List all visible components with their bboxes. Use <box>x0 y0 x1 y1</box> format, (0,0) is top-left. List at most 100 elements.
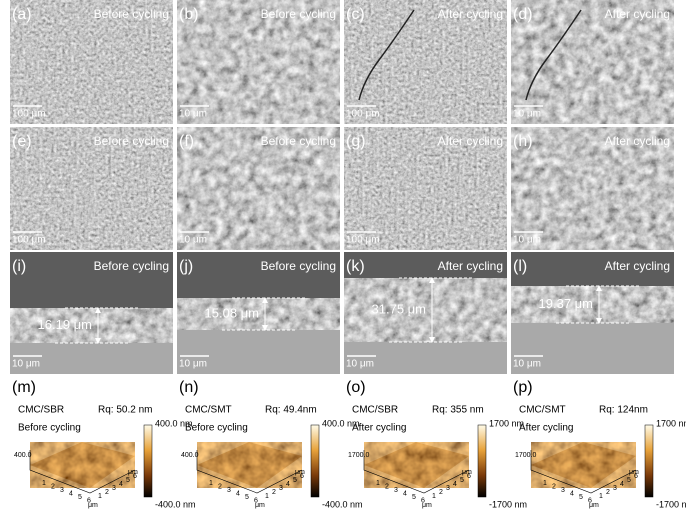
x-tick-label: 6 <box>421 497 425 504</box>
colorbar-max: 400.0 nm <box>322 418 360 428</box>
background-top <box>511 252 674 286</box>
coating-layer <box>511 286 674 323</box>
panel-label: (k) <box>346 258 365 275</box>
y-unit: μm <box>462 469 472 476</box>
colorbar <box>477 424 487 498</box>
condition-label: Before cycling <box>261 134 336 148</box>
condition-label: After cycling <box>605 259 670 273</box>
x-tick-label: 5 <box>412 494 416 501</box>
panel-label: (h) <box>513 133 533 150</box>
y-tick-label: 4 <box>286 481 290 488</box>
sem-texture <box>177 0 340 124</box>
sem-texture <box>511 127 674 250</box>
panel-label: (c) <box>346 6 365 23</box>
y-unit: μm <box>629 469 639 476</box>
x-tick-label: 1 <box>376 480 380 487</box>
coating-layer <box>177 298 340 330</box>
x-tick-label: 4 <box>69 490 73 497</box>
condition-label: After cycling <box>438 134 503 148</box>
x-tick-label: 4 <box>570 490 574 497</box>
colorbar-min: -400.0 nm <box>155 499 196 509</box>
x-tick-label: 4 <box>403 490 407 497</box>
condition-label: After cycling <box>605 7 670 21</box>
scale-label: 10 μm <box>513 359 541 370</box>
y-tick-label: 6 <box>300 473 304 480</box>
crack <box>358 9 415 101</box>
x-tick-label: 6 <box>87 497 91 504</box>
colorbar-min: -1700 nm <box>656 499 686 509</box>
panel-label: (n) <box>179 379 199 396</box>
y-tick-label: 1 <box>432 493 436 500</box>
scale-label: 100 μm <box>12 235 46 246</box>
y-tick-label: 2 <box>439 489 443 496</box>
panel-label: (b) <box>179 6 199 23</box>
y-tick-label: 5 <box>460 477 464 484</box>
binder-label: CMC/SBR <box>18 405 64 416</box>
sem-panel: (e) Before cycling 100 μm <box>10 127 173 250</box>
scale-label: 10 μm <box>12 359 40 370</box>
panel-label: (a) <box>12 6 32 23</box>
coating-layer <box>10 308 173 343</box>
sem-texture <box>511 0 674 124</box>
rq-label: Rq: 50.2 nm <box>98 405 152 416</box>
scale-label: 100 μm <box>346 109 380 120</box>
x-unit: μm <box>422 502 432 509</box>
background-top <box>344 252 507 278</box>
colorbar-min: -400.0 nm <box>322 499 363 509</box>
condition-label: After cycling <box>352 423 406 434</box>
crack <box>525 9 582 101</box>
binder-label: CMC/SMT <box>185 405 232 416</box>
afm-panel: (n) CMC/SMT Rq: 49.4nm Before cycling 400.0 1… <box>179 379 363 509</box>
scale-label: 10 μm <box>179 235 207 246</box>
y-tick-label: 6 <box>467 473 471 480</box>
x-tick-label: 1 <box>42 480 46 487</box>
colorbar-max: 1700 nm <box>656 418 686 428</box>
condition-label: Before cycling <box>185 423 248 434</box>
binder-label: CMC/SMT <box>519 405 566 416</box>
z-label: 400.0 <box>181 452 199 459</box>
y-unit: μm <box>128 469 138 476</box>
y-tick-label: 2 <box>105 489 109 496</box>
colorbar <box>644 424 654 498</box>
y-tick-label: 4 <box>620 481 624 488</box>
z-label: 1700.0 <box>515 452 537 459</box>
afm-surface <box>531 442 636 488</box>
x-tick-label: 4 <box>236 490 240 497</box>
z-label: 400.0 <box>14 452 32 459</box>
condition-label: After cycling <box>438 7 503 21</box>
x-tick-label: 5 <box>78 494 82 501</box>
sem-panel: (c) After cycling 100 μm <box>344 0 507 124</box>
scale-label: 100 μm <box>12 109 46 120</box>
x-unit: μm <box>88 502 98 509</box>
x-tick-label: 3 <box>60 487 64 494</box>
panel-label: (f) <box>179 133 194 150</box>
thickness-label: 31.75 μm <box>372 301 426 316</box>
x-tick-label: 5 <box>245 494 249 501</box>
sem-panel: 31.75 μm (k) After cycling 10 μm <box>344 252 507 374</box>
panel-label: (o) <box>346 379 366 396</box>
x-tick-label: 2 <box>552 483 556 490</box>
afm-box <box>196 450 303 494</box>
y-tick-label: 1 <box>599 493 603 500</box>
panel-label: (p) <box>513 379 533 396</box>
afm-surface <box>364 442 469 488</box>
condition-label: After cycling <box>605 134 670 148</box>
condition-label: After cycling <box>519 423 573 434</box>
x-tick-label: 3 <box>394 487 398 494</box>
afm-panel: (p) CMC/SMT Rq: 124nm After cycling 1700.0 1 1… <box>513 379 686 509</box>
thickness-label: 19.37 μm <box>539 296 593 311</box>
colorbar-max: 400.0 nm <box>155 418 193 428</box>
afm-surface <box>197 442 302 488</box>
y-tick-label: 1 <box>265 493 269 500</box>
sem-panel: (f) Before cycling 10 μm <box>177 127 340 250</box>
colorbar <box>143 424 153 498</box>
z-label: 1700.0 <box>348 452 370 459</box>
x-tick-label: 6 <box>588 497 592 504</box>
condition-label: Before cycling <box>94 7 169 21</box>
y-unit: μm <box>295 469 305 476</box>
x-tick-label: 2 <box>385 483 389 490</box>
rq-label: Rq: 355 nm <box>432 405 484 416</box>
binder-label: CMC/SBR <box>352 405 398 416</box>
x-tick-label: 1 <box>543 480 547 487</box>
